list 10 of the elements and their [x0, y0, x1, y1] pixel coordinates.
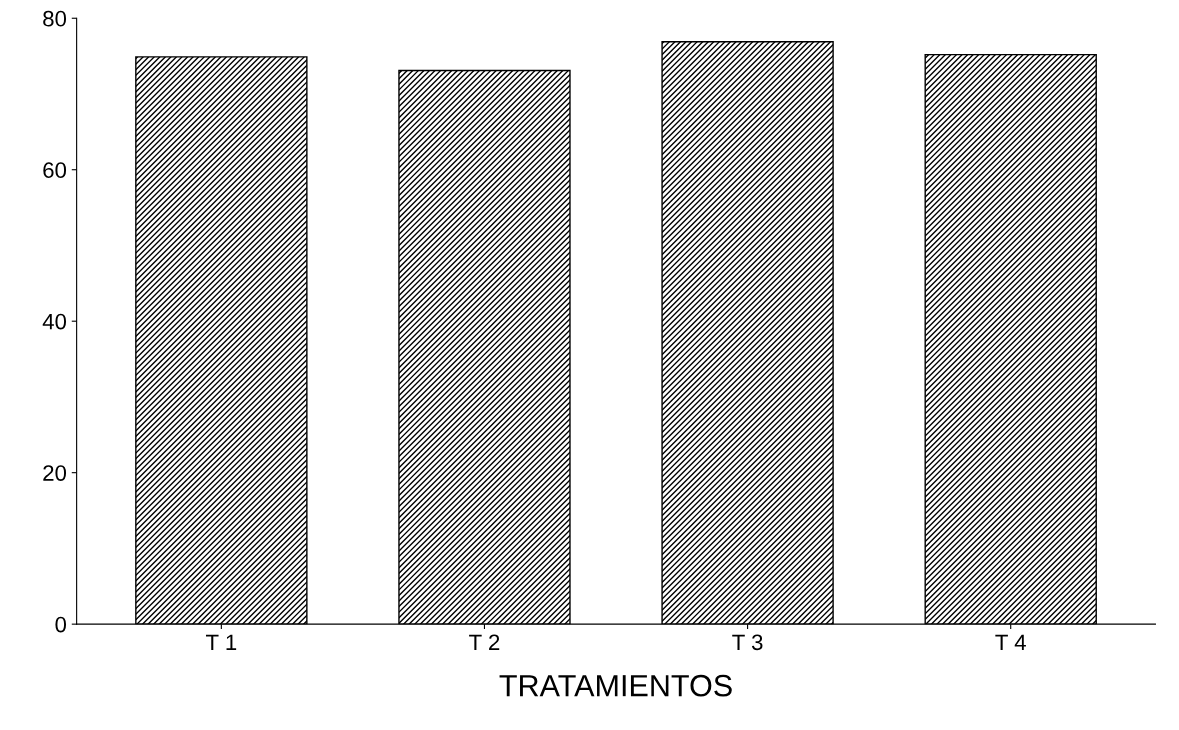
x-tick-label: T 3: [732, 634, 763, 651]
y-tick-label: 40: [42, 313, 67, 330]
y-tick-label: 20: [43, 465, 67, 481]
x-tick-label: T 4: [995, 634, 1026, 650]
x-tick-label: T 1: [205, 634, 237, 650]
y-tick-label: 0: [55, 616, 67, 633]
x-tick-label: T 2: [469, 634, 500, 650]
y-tick-label: 80: [43, 10, 67, 27]
x-axis-title: TRATAMIENTOS: [499, 674, 732, 697]
y-tick-label: 60: [43, 162, 67, 178]
